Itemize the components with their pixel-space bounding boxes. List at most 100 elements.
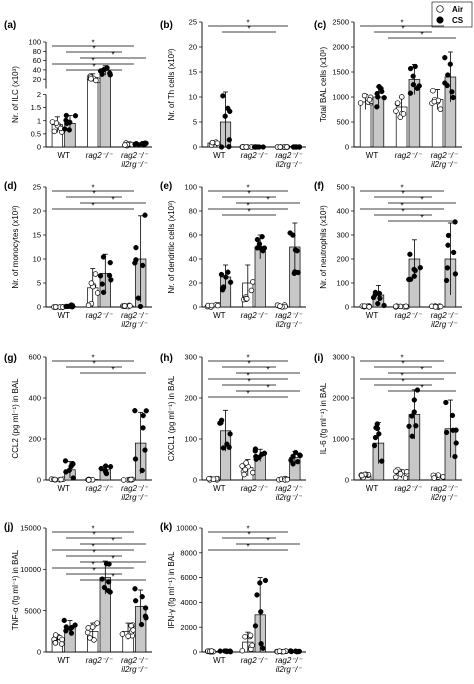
y-tick-label: 5000 <box>24 606 41 615</box>
data-point-air <box>89 624 96 630</box>
data-point-cs <box>138 621 145 628</box>
y-tick-label: 0 <box>345 143 349 152</box>
data-point-cs <box>107 260 113 266</box>
data-point-air <box>88 280 95 286</box>
x-category-label: il2rg⁻/⁻ <box>431 160 458 169</box>
data-point-cs <box>375 94 381 100</box>
data-point-cs <box>416 83 422 89</box>
y-tick-label: 0 <box>37 648 41 657</box>
data-point-cs <box>70 475 76 481</box>
data-point-cs <box>220 286 226 292</box>
data-point-cs <box>260 645 266 651</box>
significance-star: * <box>420 366 423 375</box>
data-point-cs <box>253 453 259 460</box>
data-point-cs <box>142 605 149 611</box>
panel-letter: (b) <box>160 20 173 31</box>
significance-star: * <box>92 190 95 199</box>
data-point-cs <box>256 241 263 247</box>
data-point-air <box>393 108 399 114</box>
data-point-cs <box>132 586 138 592</box>
y-tick-label: 300 <box>336 231 349 240</box>
data-point-air <box>208 648 215 654</box>
y-tick-label: 2000 <box>332 394 349 403</box>
y-axis-label: Nr. of dendritic cells (x10³) <box>167 200 176 293</box>
data-point-air <box>403 303 409 310</box>
data-point-cs <box>287 648 293 654</box>
data-point-cs <box>453 440 459 446</box>
y-axis-label: Nr. of neutrophils (x10³) <box>319 205 328 289</box>
data-point-air <box>284 476 291 483</box>
y-tick-label: 6000 <box>180 573 197 582</box>
legend-cs-label: CS <box>452 16 464 25</box>
y-tick-label: 200 <box>184 394 197 403</box>
data-point-air <box>244 296 250 302</box>
data-point-cs <box>372 289 379 296</box>
data-point-cs <box>410 81 417 88</box>
data-point-air <box>394 100 401 106</box>
bar-cs <box>99 70 111 148</box>
data-point-air <box>432 304 439 310</box>
data-point-cs <box>374 425 381 432</box>
data-point-cs <box>72 113 79 119</box>
panel-letter: (k) <box>160 522 172 533</box>
data-point-cs <box>142 447 148 453</box>
significance-star: * <box>400 372 403 381</box>
data-point-cs <box>371 442 378 449</box>
y-tick-label: 10000 <box>20 565 41 574</box>
data-point-cs <box>259 234 265 240</box>
data-point-cs <box>379 458 385 464</box>
significance-star: * <box>246 525 249 534</box>
data-point-air <box>357 100 364 106</box>
data-point-cs <box>411 273 417 279</box>
data-point-air <box>277 303 283 309</box>
significance-star: * <box>400 184 403 193</box>
data-point-cs <box>258 609 264 615</box>
x-category-label: rag2⁻/⁻ <box>275 484 302 493</box>
significance-star: * <box>246 543 249 552</box>
significance-star: * <box>246 354 249 363</box>
x-category-label: rag2⁻/⁻ <box>431 311 458 320</box>
data-point-cs <box>72 622 78 628</box>
data-point-cs <box>453 427 459 433</box>
y-tick-label: 100 <box>184 435 197 444</box>
data-point-cs <box>374 104 380 110</box>
y-axis-label: CXCL1 (pg ml⁻¹) in BAL <box>167 375 176 461</box>
data-point-cs <box>97 68 104 74</box>
data-point-air <box>94 290 101 296</box>
data-point-air <box>121 303 128 309</box>
significance-star: * <box>420 196 423 205</box>
significance-star: * <box>91 525 94 534</box>
y-tick-label: 60 <box>189 231 197 240</box>
data-point-air <box>208 302 215 309</box>
data-point-cs <box>449 89 455 95</box>
x-category-label: il2rg⁻/⁻ <box>276 320 303 329</box>
significance-star: * <box>92 531 95 540</box>
data-point-cs <box>136 142 142 148</box>
significance-star: * <box>111 51 114 60</box>
y-axis-label: Nr. of monocytes (x10³) <box>11 205 20 288</box>
panel-g: (g) CCL2 (pg ml⁻¹) in BAL 0 200 400 600 WT rag2… <box>4 353 152 502</box>
data-point-air <box>206 475 212 482</box>
significance-star: * <box>92 63 95 72</box>
significance-star: * <box>91 543 94 552</box>
x-category-label: rag2⁻/⁻ <box>395 484 422 493</box>
data-point-cs <box>252 623 259 629</box>
significance-star: * <box>111 573 114 582</box>
significance-star: * <box>401 208 404 217</box>
legend: Air CS <box>431 1 473 28</box>
data-point-cs <box>62 126 68 132</box>
data-point-cs <box>407 65 414 72</box>
significance-star: * <box>400 19 403 28</box>
y-tick-label: 200 <box>28 435 41 444</box>
data-point-cs <box>218 144 225 150</box>
x-category-label: rag2⁻/⁻ <box>86 151 113 160</box>
y-tick-label: 400 <box>28 394 41 403</box>
significance-star: * <box>420 384 423 393</box>
bar-air <box>87 77 99 148</box>
y-tick-label: 10 <box>33 255 41 264</box>
panel-i: (i) IL-6 (fg ml⁻¹) in BAL 0 1000 2000 3000 WT r… <box>314 353 462 502</box>
x-category-label: rag2⁻/⁻ <box>86 311 113 320</box>
significance-star: * <box>111 537 114 546</box>
data-point-cs <box>445 242 451 248</box>
x-category-label: rag2⁻/⁻ <box>395 311 422 320</box>
